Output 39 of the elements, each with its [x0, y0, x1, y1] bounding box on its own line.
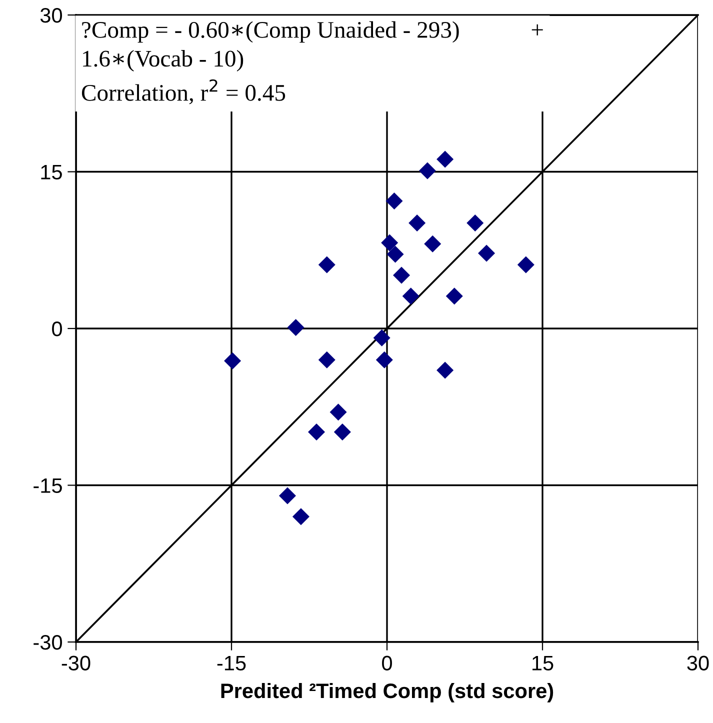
point: [424, 235, 442, 252]
y-tick-label: -30: [34, 635, 62, 650]
point: [418, 162, 436, 180]
annotation: Correlation, r$^{2}$ = 0.45: [82, 79, 286, 104]
point: [318, 351, 336, 368]
y-tick-label: 15: [41, 164, 62, 180]
point: [436, 362, 454, 379]
x-tick-label: -15: [217, 656, 246, 670]
point: [330, 404, 347, 421]
x-tick-label: 15: [532, 656, 554, 670]
point: [224, 352, 242, 370]
point: [386, 246, 404, 263]
point: [287, 318, 304, 336]
point: [517, 256, 534, 274]
point: [308, 423, 326, 440]
x-tick-label: -30: [62, 656, 90, 670]
annotation: ?Comp = - 0.60∗(Comp Unaided - 293) +: [82, 21, 543, 43]
y-tick-label: 30: [40, 8, 62, 23]
point: [386, 192, 403, 210]
point: [376, 351, 393, 368]
annotation: 1.6∗(Vocab - 10): [83, 50, 244, 72]
point: [478, 244, 496, 262]
point: [436, 150, 454, 168]
point: [408, 214, 426, 232]
point: [393, 266, 410, 284]
point: [373, 329, 390, 346]
y-tick-label: 0: [52, 322, 62, 336]
point: [278, 487, 296, 504]
point: [318, 256, 336, 274]
x-tick-label: 0: [382, 656, 392, 670]
point: [446, 288, 463, 305]
point: [334, 423, 351, 440]
point: [292, 508, 310, 526]
point: [466, 214, 484, 232]
point: [402, 288, 420, 305]
x-axis-title: Predited ²Timed Comp (std score): [221, 682, 554, 702]
point: [381, 234, 398, 252]
x-tick-label: 30: [687, 656, 709, 670]
y-tick-label: -15: [34, 478, 62, 494]
